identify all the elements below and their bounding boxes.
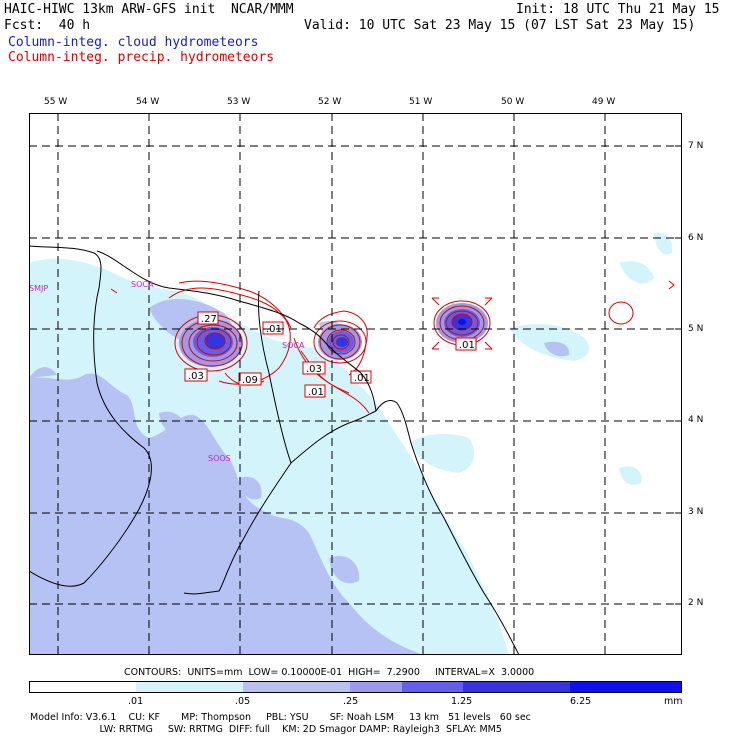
forecast-hour: Fcst: 40 h xyxy=(4,18,91,33)
colorbar-threshold: 1.25 xyxy=(451,696,473,707)
contour-label: .09 xyxy=(242,375,258,386)
colorbar-threshold: .25 xyxy=(343,696,359,707)
storm-cell-east xyxy=(436,303,488,343)
contour-label: .03 xyxy=(306,364,322,375)
lon-label: 49 W xyxy=(592,97,616,107)
contour-field-label: Column-integ. precip. hydrometeors xyxy=(8,50,275,65)
coastline xyxy=(29,245,520,655)
model-info-line1: Model Info: V3.6.1 CU: KF MP: Thompson P… xyxy=(30,712,531,723)
lon-label: 54 W xyxy=(136,97,160,107)
station-label: SOCA xyxy=(131,280,154,289)
colorbar-units: mm xyxy=(664,696,683,707)
lat-lon-grid xyxy=(29,113,682,655)
lon-label: 55 W xyxy=(44,97,68,107)
lat-label: 4 N xyxy=(688,415,704,425)
contour-label: .03 xyxy=(188,371,204,382)
shaded-field-label: Column-integ. cloud hydrometeors xyxy=(8,35,259,50)
forecast-map: .27 .01 .03 .09 .03 .01 .01 .01 xyxy=(29,113,682,655)
valid-time: Valid: 10 UTC Sat 23 May 15 (07 LST Sat … xyxy=(304,18,696,33)
model-title: HAIC-HIWC 13km ARW-GFS init NCAR/MMM xyxy=(4,2,294,17)
lat-label: 5 N xyxy=(688,324,704,334)
lat-label: 6 N xyxy=(688,233,704,243)
lon-label: 51 W xyxy=(409,97,433,107)
lon-ticks xyxy=(57,113,606,120)
contour-label: .01 xyxy=(266,324,282,335)
contour-label-boxes xyxy=(184,311,477,398)
lat-label: 3 N xyxy=(688,507,704,517)
lat-label: 2 N xyxy=(688,598,704,608)
colorbar xyxy=(29,681,682,693)
init-time: Init: 18 UTC Thu 21 May 15 xyxy=(516,2,720,17)
contour-label: .01 xyxy=(354,373,370,384)
contour-label: .01 xyxy=(308,387,324,398)
colorbar-threshold: .05 xyxy=(235,696,251,707)
lon-label: 52 W xyxy=(318,97,342,107)
contour-label: .01 xyxy=(459,340,475,351)
model-info-line2: LW: RRTMG SW: RRTMG DIFF: full KM: 2D Sm… xyxy=(30,724,502,735)
contour-label: .27 xyxy=(201,314,217,325)
lat-ticks xyxy=(675,145,682,605)
colorbar-threshold: 6.25 xyxy=(570,696,592,707)
colorbar-threshold: .01 xyxy=(128,696,144,707)
contour-info: CONTOURS: UNITS=mm LOW= 0.10000E-01 HIGH… xyxy=(124,667,535,678)
station-label: SOCA xyxy=(282,341,305,350)
lat-label: 7 N xyxy=(688,141,704,151)
station-label: SOOS xyxy=(208,454,231,463)
lon-label: 50 W xyxy=(501,97,525,107)
station-label: SMJP xyxy=(29,284,48,293)
lon-label: 53 W xyxy=(227,97,251,107)
